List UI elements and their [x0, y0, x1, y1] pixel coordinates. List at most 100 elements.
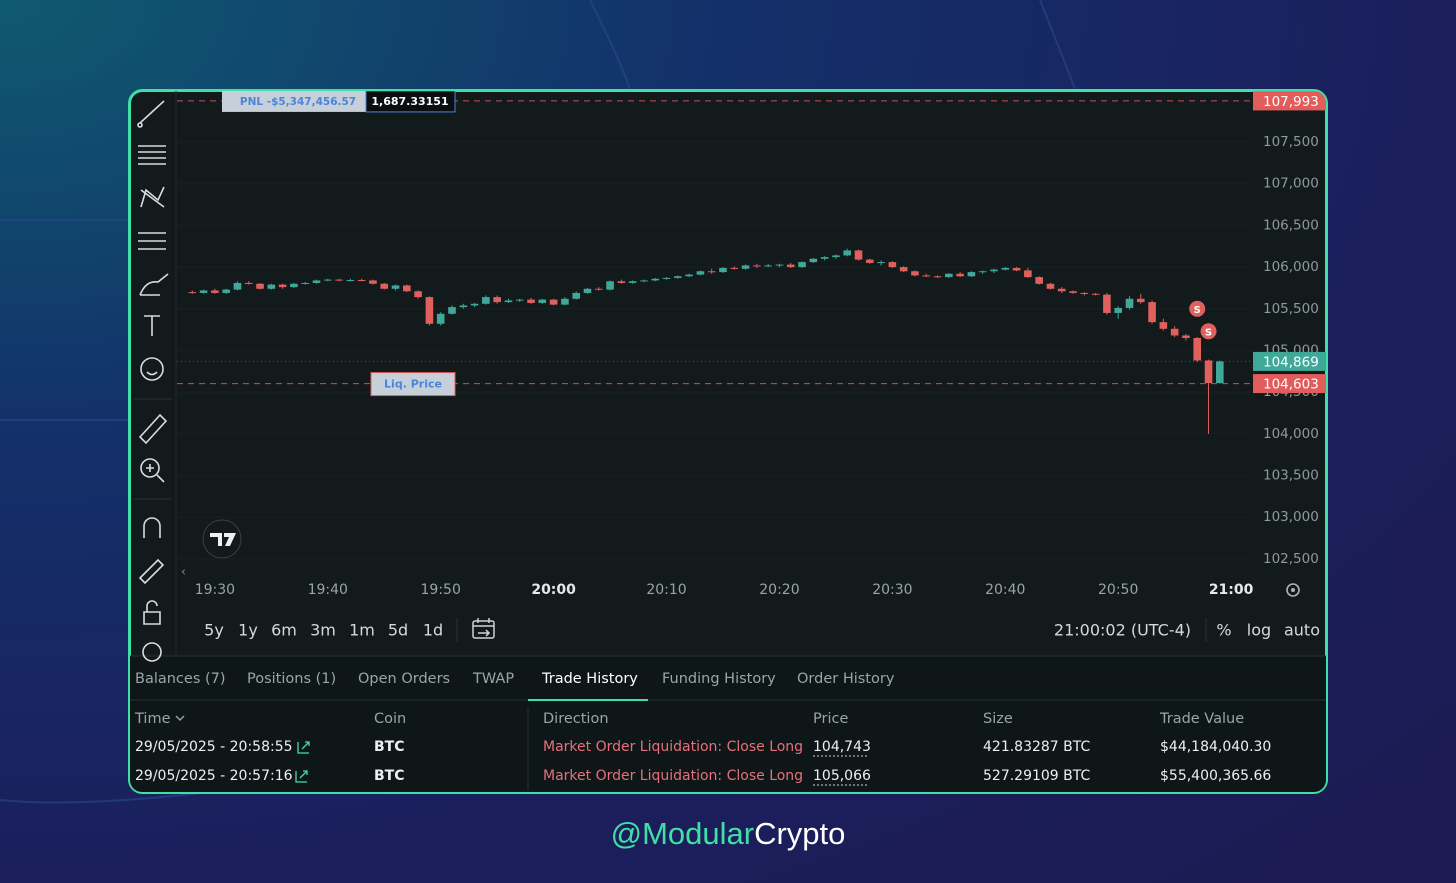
candle-body	[470, 303, 479, 306]
x-tick-label: 21:00	[1209, 582, 1254, 598]
candle-body	[1170, 328, 1179, 336]
candle-body	[323, 279, 332, 281]
external-link-icon[interactable]	[297, 741, 310, 754]
scale-option[interactable]: %	[1216, 621, 1231, 640]
table-cell: 105,066	[813, 768, 871, 784]
candle-body	[967, 272, 976, 277]
candle-body	[1091, 293, 1100, 295]
table-header: Direction	[543, 711, 609, 727]
candle-body	[267, 284, 276, 289]
candle-body	[933, 276, 942, 278]
candle-body	[809, 258, 818, 263]
candle-body	[820, 257, 829, 259]
candle-body	[527, 299, 535, 303]
tab[interactable]: Positions (1)	[247, 671, 336, 687]
scroll-arrow[interactable]: ‹	[181, 565, 186, 579]
tab[interactable]: TWAP	[472, 671, 514, 687]
x-tick-label: 20:40	[985, 582, 1025, 598]
tab[interactable]: Open Orders	[358, 671, 450, 687]
y-tick-label: 102,500	[1263, 551, 1319, 567]
table-header: Coin	[374, 711, 406, 727]
timeframe-button[interactable]: 1d	[423, 621, 443, 640]
date-range-button[interactable]	[472, 618, 495, 639]
candle-body	[1001, 267, 1010, 270]
candle-body	[865, 259, 874, 263]
y-tick-label: 104,000	[1263, 426, 1319, 442]
candle-body	[753, 265, 761, 267]
table-cell: Market Order Liquidation: Close Long	[543, 768, 803, 784]
timeframe-button[interactable]: 1m	[349, 621, 375, 640]
candle-body	[504, 300, 513, 303]
tab[interactable]: Order History	[797, 671, 895, 687]
candle-body	[854, 250, 863, 260]
candle-body	[922, 275, 931, 277]
candle-body	[199, 290, 208, 293]
candle-body	[369, 280, 377, 284]
candle-body	[278, 284, 287, 288]
watermark-suffix: Crypto	[754, 816, 845, 851]
table-cell: 421.83287 BTC	[983, 739, 1090, 755]
external-link-icon[interactable]	[295, 770, 308, 783]
candle-body	[1148, 302, 1156, 323]
timeframe-button[interactable]: 5d	[388, 621, 408, 640]
candle-body	[628, 281, 637, 283]
candle-body	[211, 290, 219, 293]
candle-body	[425, 297, 434, 324]
candle-body	[798, 262, 806, 268]
candle-body	[346, 280, 355, 282]
candle-body	[990, 269, 998, 272]
candle-body	[640, 280, 648, 282]
candle-body	[256, 283, 264, 289]
candle-body	[707, 271, 716, 273]
candle-body	[899, 267, 908, 272]
tab[interactable]: Funding History	[662, 671, 776, 687]
candle-body	[888, 262, 897, 268]
candle-body	[877, 262, 885, 264]
candle-body	[538, 299, 547, 303]
candle-body	[448, 307, 456, 314]
candle-body	[843, 250, 852, 256]
tab[interactable]: Trade History	[541, 671, 638, 687]
x-tick-label: 20:00	[531, 582, 576, 598]
scale-option[interactable]: auto	[1284, 621, 1320, 640]
settings-gear[interactable]	[1286, 583, 1300, 597]
candle-body	[1193, 337, 1202, 361]
x-tick-label: 19:40	[308, 582, 348, 598]
candle-body	[1204, 360, 1213, 383]
tab[interactable]: Balances (7)	[135, 671, 226, 687]
y-tick-label: 106,000	[1263, 259, 1319, 275]
candle-body	[549, 299, 558, 305]
toolbar	[134, 100, 172, 662]
y-tick-label: 103,000	[1263, 509, 1319, 525]
candle-body	[945, 273, 953, 278]
watermark: @ModularCrypto	[611, 816, 846, 851]
candle-body	[617, 281, 626, 283]
timeframe-button[interactable]: 3m	[310, 621, 336, 640]
candle-body	[1035, 277, 1043, 284]
candle-body	[493, 297, 501, 303]
candle-body	[911, 271, 919, 276]
candle-body	[606, 281, 614, 290]
timeframe-button[interactable]: 6m	[271, 621, 297, 640]
x-tick-label: 20:50	[1098, 582, 1138, 598]
candle-body	[244, 282, 253, 284]
svg-text:@ModularCrypto: @ModularCrypto	[611, 816, 846, 851]
candle-body	[1182, 335, 1190, 338]
scale-option[interactable]: log	[1247, 621, 1271, 640]
candle-body	[696, 271, 705, 275]
timeframe-button[interactable]: 5y	[204, 621, 224, 640]
candle-body	[1136, 298, 1145, 303]
candle-body	[380, 283, 389, 289]
pnl-size-box	[365, 91, 456, 113]
price-tag	[1253, 91, 1326, 111]
sell-marker	[1189, 300, 1206, 317]
table-cell: 29/05/2025 - 20:58:55	[135, 739, 293, 755]
chart: 102,500103,000103,500104,000104,500105,0…	[177, 91, 1326, 598]
candle-body	[414, 291, 422, 298]
candle-body	[1159, 322, 1168, 329]
timeframe-button[interactable]: 1y	[238, 621, 258, 640]
sell-marker-label: S	[1194, 305, 1201, 316]
candle-body	[956, 273, 964, 277]
table-header: Trade Value	[1159, 711, 1244, 727]
candle-body	[741, 265, 750, 269]
